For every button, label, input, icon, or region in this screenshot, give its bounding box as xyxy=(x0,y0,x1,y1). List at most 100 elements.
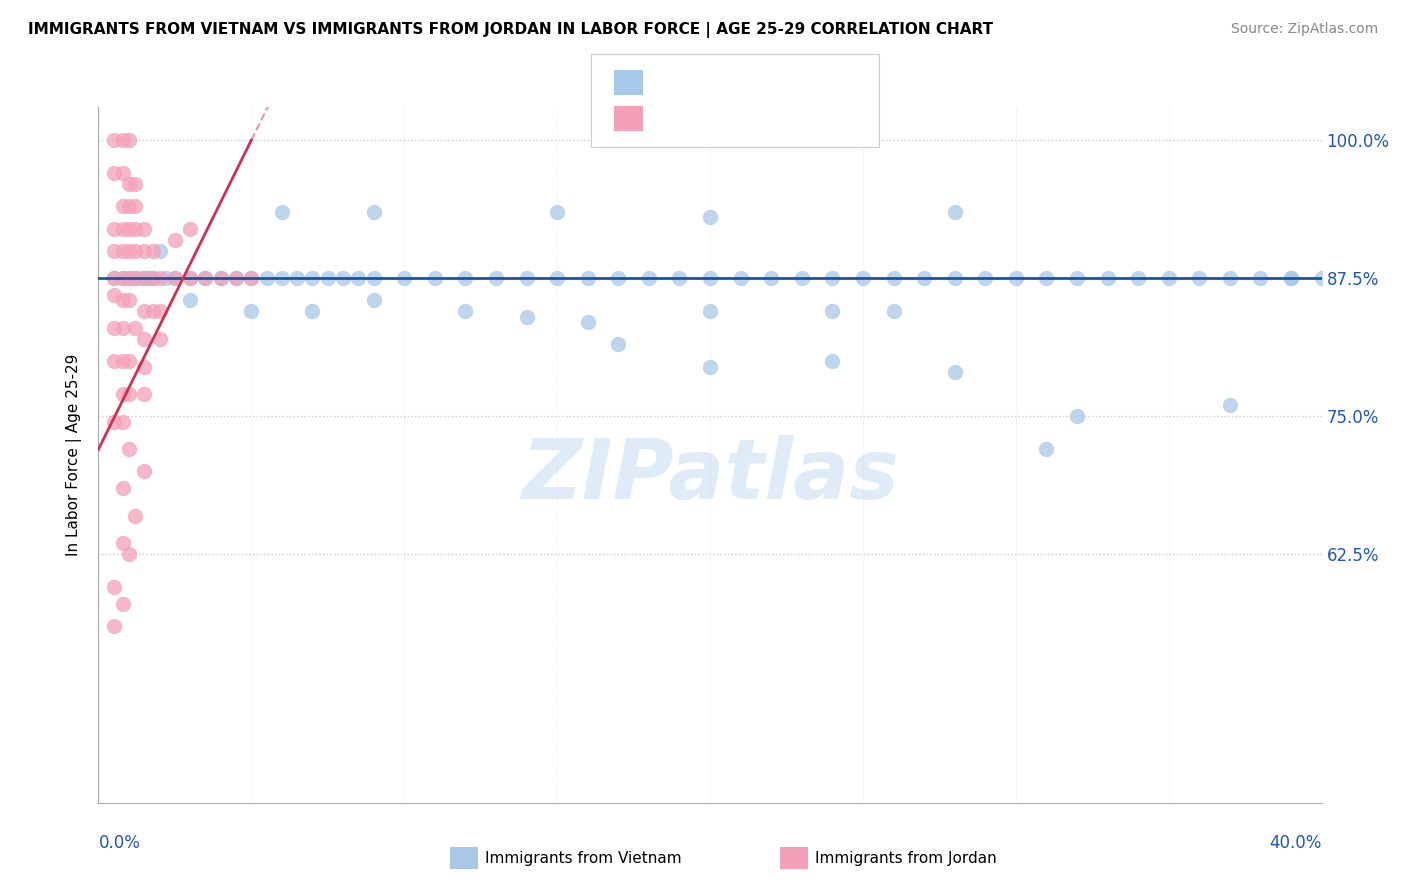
Point xyxy=(454,271,477,285)
Point xyxy=(103,581,125,595)
Point xyxy=(134,221,156,235)
Point xyxy=(637,271,661,285)
Point xyxy=(285,271,308,285)
Point xyxy=(134,271,156,285)
Point xyxy=(974,271,997,285)
Text: R =: R = xyxy=(654,110,690,128)
Point xyxy=(759,271,782,285)
Point xyxy=(111,271,134,285)
Point xyxy=(111,221,134,235)
Point xyxy=(607,271,630,285)
Point xyxy=(111,166,134,180)
Point xyxy=(149,271,172,285)
Point xyxy=(118,271,141,285)
Point xyxy=(124,271,146,285)
Text: IMMIGRANTS FROM VIETNAM VS IMMIGRANTS FROM JORDAN IN LABOR FORCE | AGE 25-29 COR: IMMIGRANTS FROM VIETNAM VS IMMIGRANTS FR… xyxy=(28,22,993,38)
Point xyxy=(347,271,370,285)
Point xyxy=(546,271,568,285)
Point xyxy=(852,271,875,285)
Point xyxy=(576,271,599,285)
Point xyxy=(103,271,125,285)
Point xyxy=(124,271,146,285)
Text: Immigrants from Vietnam: Immigrants from Vietnam xyxy=(485,851,682,865)
Point xyxy=(103,271,125,285)
Point xyxy=(270,271,292,285)
Point xyxy=(163,271,186,285)
Text: 40.0%: 40.0% xyxy=(1270,834,1322,852)
Point xyxy=(301,271,323,285)
Point xyxy=(256,271,278,285)
Point xyxy=(1128,271,1150,285)
Point xyxy=(1035,271,1057,285)
Point xyxy=(124,321,146,335)
Point xyxy=(149,244,172,258)
Text: R =: R = xyxy=(654,74,690,92)
Point xyxy=(124,221,146,235)
Point xyxy=(943,271,966,285)
Y-axis label: In Labor Force | Age 25-29: In Labor Force | Age 25-29 xyxy=(66,354,83,556)
Point xyxy=(607,337,630,351)
Point xyxy=(142,271,165,285)
Point xyxy=(111,321,134,335)
Point xyxy=(118,133,141,147)
Point xyxy=(699,304,721,318)
Point xyxy=(821,354,844,368)
Point xyxy=(103,133,125,147)
Point xyxy=(118,387,141,401)
Point xyxy=(209,271,232,285)
Point xyxy=(363,293,385,308)
Point xyxy=(111,133,134,147)
Point xyxy=(142,271,165,285)
Point xyxy=(730,271,752,285)
Point xyxy=(139,271,162,285)
Point xyxy=(194,271,217,285)
Point xyxy=(134,359,156,374)
Text: 70: 70 xyxy=(782,110,804,128)
Point xyxy=(103,321,125,335)
Point xyxy=(883,304,905,318)
Point xyxy=(1219,398,1241,412)
Point xyxy=(699,271,721,285)
Point xyxy=(699,359,721,374)
Point xyxy=(149,332,172,346)
Point xyxy=(124,244,146,258)
Point xyxy=(943,205,966,219)
Point xyxy=(134,244,156,258)
Point xyxy=(194,271,217,285)
Point xyxy=(1219,271,1241,285)
Point xyxy=(209,271,232,285)
Point xyxy=(225,271,247,285)
Point xyxy=(134,304,156,318)
Point xyxy=(1310,271,1333,285)
Point xyxy=(124,508,146,523)
Point xyxy=(103,354,125,368)
Point xyxy=(129,271,152,285)
Point xyxy=(118,354,141,368)
Point xyxy=(240,304,263,318)
Point xyxy=(134,271,156,285)
Point xyxy=(111,271,134,285)
Point xyxy=(1066,271,1088,285)
Point xyxy=(392,271,416,285)
Point xyxy=(155,271,177,285)
Point xyxy=(103,287,125,301)
Point xyxy=(118,244,141,258)
Point xyxy=(111,536,134,550)
Point xyxy=(1279,271,1302,285)
Point xyxy=(124,178,146,192)
Point xyxy=(103,221,125,235)
Point xyxy=(1279,271,1302,285)
Point xyxy=(111,387,134,401)
Point xyxy=(179,221,201,235)
Point xyxy=(111,481,134,495)
Point xyxy=(423,271,446,285)
Point xyxy=(111,293,134,308)
Point xyxy=(576,315,599,329)
Point xyxy=(363,205,385,219)
Point xyxy=(225,271,247,285)
Point xyxy=(546,205,568,219)
Point xyxy=(516,310,538,324)
Point xyxy=(118,221,141,235)
Point xyxy=(790,271,813,285)
Point xyxy=(134,387,156,401)
